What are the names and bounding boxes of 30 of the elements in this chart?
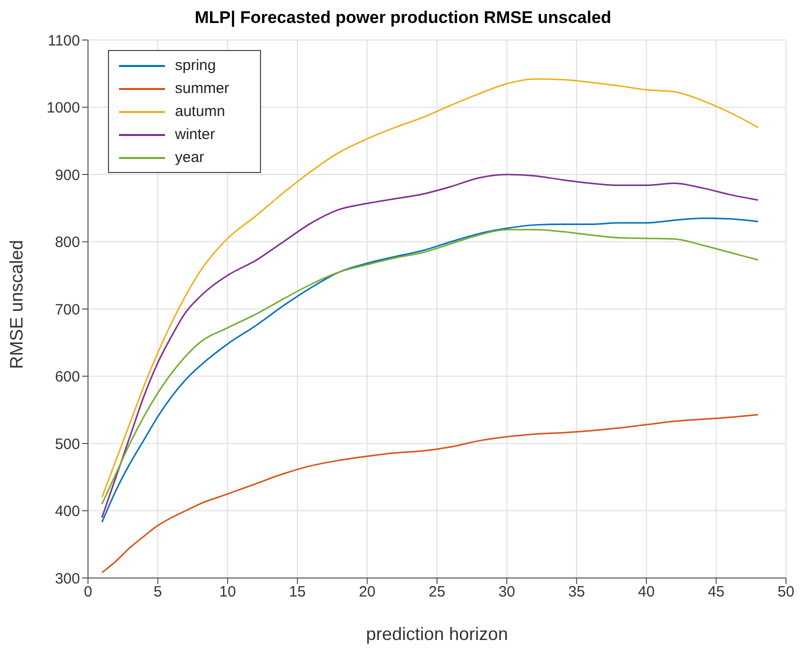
chart-title: MLP| Forecasted power production RMSE unscaled — [194, 8, 612, 29]
y-tick-label: 1000 — [46, 100, 80, 117]
x-tick-label: 30 — [498, 584, 516, 601]
legend-label: year — [175, 149, 204, 166]
y-axis-title: RMSE unscaled — [6, 240, 26, 369]
legend-label: autumn — [175, 103, 226, 120]
y-tick-label: 700 — [54, 301, 80, 318]
y-tick-label: 600 — [54, 368, 80, 386]
legend-label: winter — [175, 126, 216, 143]
x-tick-label: 10 — [219, 584, 236, 601]
y-tick-label: 1100 — [48, 32, 80, 50]
line-series — [101, 414, 759, 574]
x-tick-label: 5 — [154, 584, 162, 601]
x-tick-label: 20 — [358, 584, 376, 601]
y-tick-label: 900 — [54, 166, 80, 184]
x-axis-title: prediction horizon — [366, 624, 508, 644]
x-tick-label: 15 — [289, 584, 306, 601]
line-series — [101, 78, 759, 498]
legend-label: spring — [175, 57, 216, 74]
y-tick-label: 500 — [54, 436, 80, 453]
x-tick-label: 35 — [568, 584, 585, 601]
x-tick-label: 0 — [84, 584, 92, 601]
x-tick-label: 40 — [638, 584, 655, 601]
x-tick-label: 45 — [708, 584, 725, 601]
legend-label: summer — [175, 80, 230, 97]
y-tick-label: 400 — [54, 503, 80, 520]
x-tick-label: 25 — [428, 584, 446, 601]
y-tick-label: 300 — [54, 570, 80, 588]
x-tick-label: 50 — [778, 584, 794, 601]
y-tick-label: 800 — [54, 234, 80, 252]
